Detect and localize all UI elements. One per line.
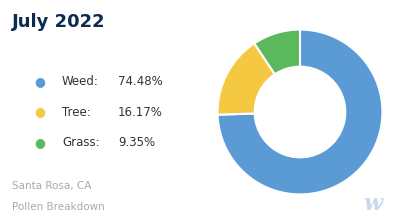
Wedge shape bbox=[218, 43, 275, 115]
Text: ●: ● bbox=[34, 106, 46, 118]
Text: Pollen Breakdown: Pollen Breakdown bbox=[12, 202, 105, 212]
Text: Santa Rosa, CA: Santa Rosa, CA bbox=[12, 181, 91, 192]
Wedge shape bbox=[254, 30, 300, 74]
Text: Grass:: Grass: bbox=[62, 136, 100, 149]
Text: ●: ● bbox=[34, 136, 46, 149]
Text: ●: ● bbox=[34, 75, 46, 88]
Text: 74.48%: 74.48% bbox=[118, 75, 163, 88]
Text: Tree:: Tree: bbox=[62, 106, 91, 118]
Text: July 2022: July 2022 bbox=[12, 13, 106, 31]
Wedge shape bbox=[218, 30, 382, 194]
Text: 9.35%: 9.35% bbox=[118, 136, 155, 149]
Text: w: w bbox=[363, 193, 382, 215]
Text: Weed:: Weed: bbox=[62, 75, 99, 88]
Text: 16.17%: 16.17% bbox=[118, 106, 163, 118]
